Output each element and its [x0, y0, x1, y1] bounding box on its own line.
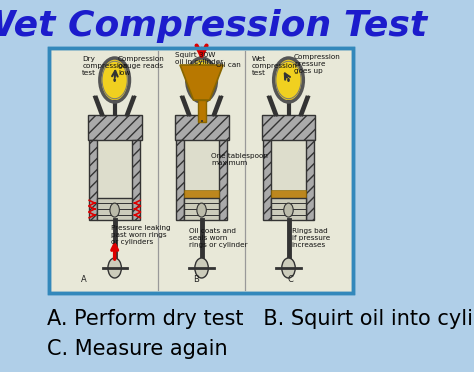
Bar: [219, 140, 227, 220]
Bar: [97, 140, 132, 220]
Bar: [306, 140, 314, 220]
Text: Compression
gauge reads
low: Compression gauge reads low: [118, 56, 165, 76]
Text: Compression
pressure
goes up: Compression pressure goes up: [294, 54, 341, 74]
Bar: [174, 115, 228, 140]
Circle shape: [108, 258, 121, 278]
Bar: [184, 190, 219, 198]
Bar: [271, 140, 306, 220]
Text: A: A: [81, 275, 87, 284]
Text: Wet
compression
test: Wet compression test: [251, 56, 297, 76]
Circle shape: [273, 58, 303, 102]
Circle shape: [200, 78, 203, 82]
Bar: [132, 140, 140, 220]
Text: One tablespoon
maximum: One tablespoon maximum: [211, 153, 268, 166]
Text: Wet Compression Test: Wet Compression Test: [0, 9, 427, 43]
Bar: [184, 140, 219, 220]
Circle shape: [100, 58, 129, 102]
Bar: [49, 48, 353, 293]
Bar: [263, 140, 271, 220]
Circle shape: [197, 203, 206, 217]
Text: Oil can: Oil can: [217, 62, 241, 68]
Bar: [271, 190, 306, 198]
Bar: [176, 140, 184, 220]
Circle shape: [110, 203, 119, 217]
Circle shape: [187, 58, 217, 102]
Bar: [271, 198, 306, 220]
Text: Dry
compression
test: Dry compression test: [82, 56, 128, 76]
Text: Squirt 30W
oil in cylinder: Squirt 30W oil in cylinder: [174, 52, 223, 65]
Text: C: C: [287, 275, 293, 284]
Circle shape: [195, 258, 208, 278]
Bar: [89, 140, 97, 220]
Text: B: B: [193, 275, 200, 284]
Text: C. Measure again: C. Measure again: [47, 339, 228, 359]
Bar: [262, 115, 316, 140]
Text: A. Perform dry test   B. Squirt oil into cylinder: A. Perform dry test B. Squirt oil into c…: [47, 309, 474, 329]
Circle shape: [284, 203, 293, 217]
Circle shape: [287, 78, 290, 82]
Circle shape: [282, 258, 295, 278]
Text: Pressure leaking
past worn rings
or cylinders: Pressure leaking past worn rings or cyli…: [111, 225, 171, 245]
Text: Oil coats and
seals worn
rings or cylinder: Oil coats and seals worn rings or cylind…: [190, 228, 248, 248]
Bar: [97, 198, 132, 220]
Polygon shape: [180, 65, 223, 100]
Text: Rings bad
if pressure
increases: Rings bad if pressure increases: [292, 228, 330, 248]
Circle shape: [113, 78, 116, 82]
Bar: [88, 115, 142, 140]
Bar: [198, 100, 206, 122]
Bar: [49, 48, 353, 293]
Bar: [184, 198, 219, 220]
